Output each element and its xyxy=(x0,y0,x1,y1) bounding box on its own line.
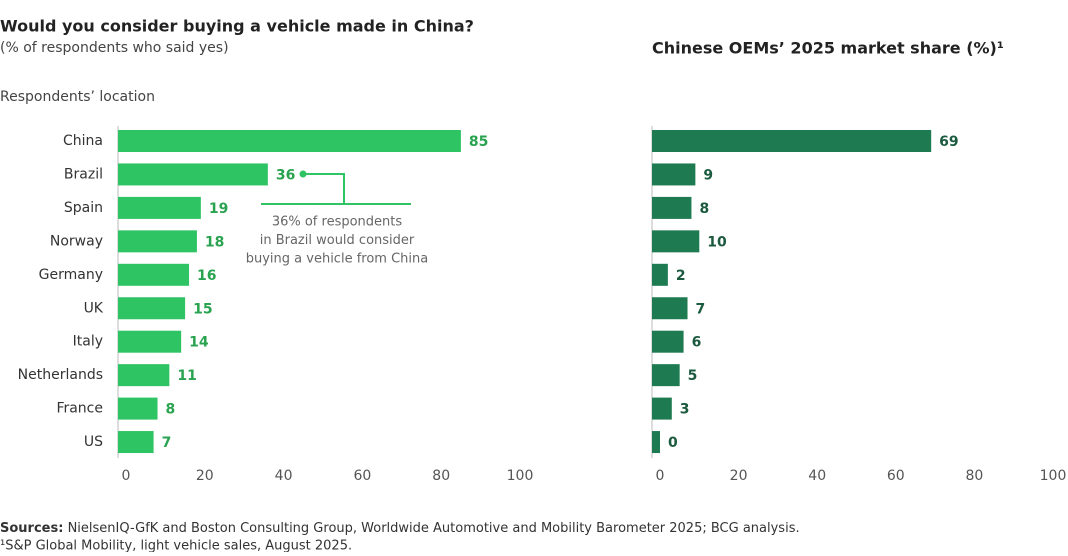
value-label: 8 xyxy=(699,201,709,217)
category-label: Netherlands xyxy=(18,367,103,383)
category-label: US xyxy=(84,434,103,450)
annotation-line xyxy=(303,173,345,204)
category-label: France xyxy=(56,401,103,417)
bar xyxy=(652,297,688,320)
category-label: UK xyxy=(84,300,104,316)
x-tick-label: 60 xyxy=(353,468,371,484)
x-tick-label: 40 xyxy=(275,468,293,484)
bar xyxy=(118,196,201,219)
annotation-connector xyxy=(261,170,411,205)
bar xyxy=(118,330,182,353)
chart-subtitle: (% of respondents who said yes) xyxy=(0,40,229,56)
bar xyxy=(652,263,668,286)
chart-title: Would you consider buying a vehicle made… xyxy=(0,17,474,36)
value-label: 69 xyxy=(939,134,958,150)
x-tick-label: 80 xyxy=(965,468,983,484)
bar xyxy=(652,364,680,387)
annotation: 36% of respondents xyxy=(272,215,403,230)
bar xyxy=(118,230,197,253)
value-label: 10 xyxy=(707,234,727,250)
value-label: 5 xyxy=(688,368,698,384)
value-label: 14 xyxy=(189,335,209,351)
sources-label: Sources: xyxy=(0,521,63,536)
x-tick-label: 80 xyxy=(432,468,450,484)
category-label: Italy xyxy=(73,334,103,350)
value-label: 2 xyxy=(676,268,686,284)
value-label: 7 xyxy=(162,435,172,451)
bar xyxy=(118,297,186,320)
bar xyxy=(118,130,461,152)
annotation: in Brazil would consider xyxy=(260,233,415,248)
category-label: China xyxy=(63,133,103,149)
sources-text: NielsenIQ-GfK and Boston Consulting Grou… xyxy=(68,521,800,536)
category-label: Germany xyxy=(39,267,103,283)
value-label: 9 xyxy=(703,167,713,183)
value-label: 16 xyxy=(197,268,216,284)
value-label: 36 xyxy=(276,167,295,183)
bar xyxy=(118,163,268,186)
value-label: 15 xyxy=(193,301,212,317)
value-label: 3 xyxy=(680,402,690,418)
bar xyxy=(652,163,696,186)
bar xyxy=(118,263,190,286)
value-label: 8 xyxy=(166,402,176,418)
bar xyxy=(652,130,932,152)
sources: Sources: NielsenIQ-GfK and Boston Consul… xyxy=(0,521,800,536)
chart-title: Chinese OEMs’ 2025 market share (%)¹ xyxy=(652,39,1004,58)
x-tick-label: 60 xyxy=(887,468,905,484)
footnote: ¹S&P Global Mobility, light vehicle sale… xyxy=(0,539,352,553)
x-tick-label: 100 xyxy=(1040,468,1067,484)
x-tick-label: 20 xyxy=(730,468,748,484)
x-tick-label: 0 xyxy=(122,468,131,484)
bar xyxy=(118,364,170,387)
x-tick-label: 20 xyxy=(196,468,214,484)
bar xyxy=(652,196,692,219)
value-label: 0 xyxy=(668,435,678,451)
category-label: Spain xyxy=(64,200,103,216)
x-tick-label: 100 xyxy=(507,468,534,484)
x-tick-label: 0 xyxy=(656,468,665,484)
annotation: buying a vehicle from China xyxy=(246,252,428,267)
value-label: 6 xyxy=(692,335,702,351)
axis-label: Respondents’ location xyxy=(0,89,155,105)
category-label: Norway xyxy=(50,233,103,249)
category-label: Brazil xyxy=(64,166,103,182)
value-label: 85 xyxy=(469,134,488,150)
value-label: 11 xyxy=(177,368,196,384)
bar xyxy=(118,397,158,420)
bar xyxy=(652,330,684,353)
x-tick-label: 40 xyxy=(808,468,826,484)
value-label: 7 xyxy=(696,301,706,317)
bar xyxy=(652,431,660,454)
bar xyxy=(652,230,700,253)
bar xyxy=(652,397,672,420)
bar xyxy=(118,431,154,454)
value-label: 19 xyxy=(209,201,228,217)
value-label: 18 xyxy=(205,234,224,250)
